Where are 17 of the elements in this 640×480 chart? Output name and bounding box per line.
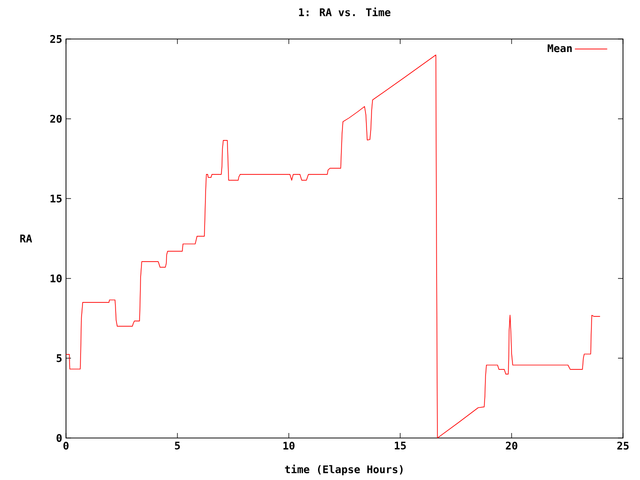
y-axis-title: RA bbox=[20, 234, 32, 242]
y-tick-label: 15 bbox=[50, 194, 62, 203]
y-tick-label: 20 bbox=[50, 114, 62, 123]
x-tick-label: 0 bbox=[63, 442, 69, 450]
line-series bbox=[66, 54, 600, 438]
x-axis-title: time (Elapse Hours) bbox=[285, 464, 403, 476]
x-tick-label: 15 bbox=[394, 442, 406, 450]
x-tick-label: 5 bbox=[174, 442, 180, 450]
x-tick-label: 25 bbox=[617, 442, 629, 450]
x-tick-label: 20 bbox=[506, 442, 518, 450]
chart-title: 1: RA vs. Time bbox=[299, 8, 390, 16]
y-tick-label: 5 bbox=[56, 354, 62, 362]
y-tick-label: 0 bbox=[56, 434, 62, 442]
legend-label: Mean bbox=[548, 44, 572, 52]
y-tick-label: 25 bbox=[50, 35, 62, 43]
x-tick-label: 10 bbox=[283, 442, 294, 450]
y-tick-label: 10 bbox=[50, 274, 62, 282]
